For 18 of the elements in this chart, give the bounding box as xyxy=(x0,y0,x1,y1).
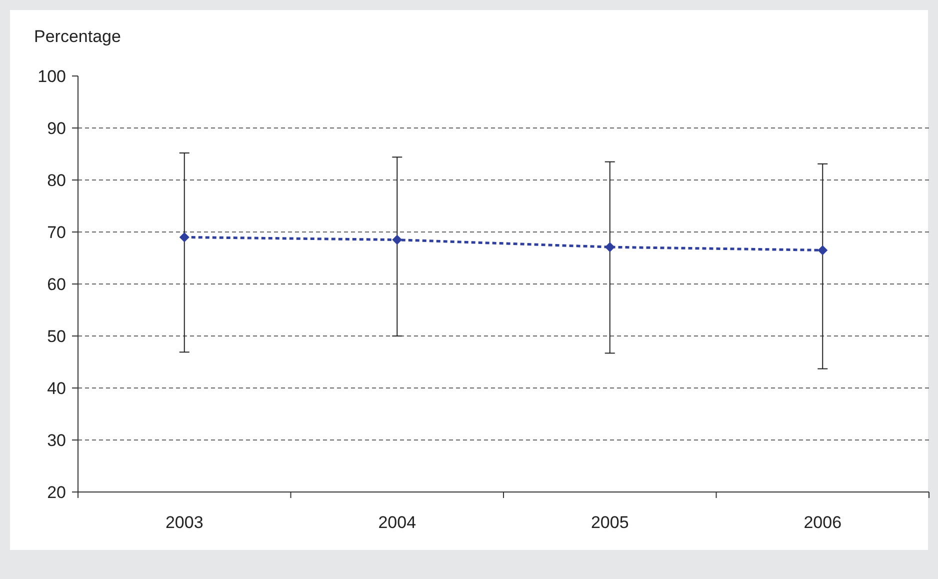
y-axis-title: Percentage xyxy=(34,27,121,46)
x-tick-label: 2005 xyxy=(590,513,629,532)
point xyxy=(392,234,402,245)
x-tick-label: 2003 xyxy=(165,513,204,532)
x-tick-label: 2004 xyxy=(378,513,416,532)
y-tick-label: 80 xyxy=(47,170,66,190)
y-tick-label: 60 xyxy=(47,274,66,294)
y-tick-label: 90 xyxy=(47,118,66,138)
y-tick-label: 100 xyxy=(38,66,66,86)
x-tick-label: 2006 xyxy=(804,513,842,532)
point xyxy=(179,232,190,242)
y-tick-label: 20 xyxy=(47,482,66,502)
y-tick-label: 30 xyxy=(47,430,66,450)
y-tick-label: 40 xyxy=(47,378,66,398)
point xyxy=(818,245,828,256)
y-tick-label: 70 xyxy=(47,222,66,242)
point xyxy=(604,242,615,252)
y-tick-label: 50 xyxy=(47,326,66,346)
